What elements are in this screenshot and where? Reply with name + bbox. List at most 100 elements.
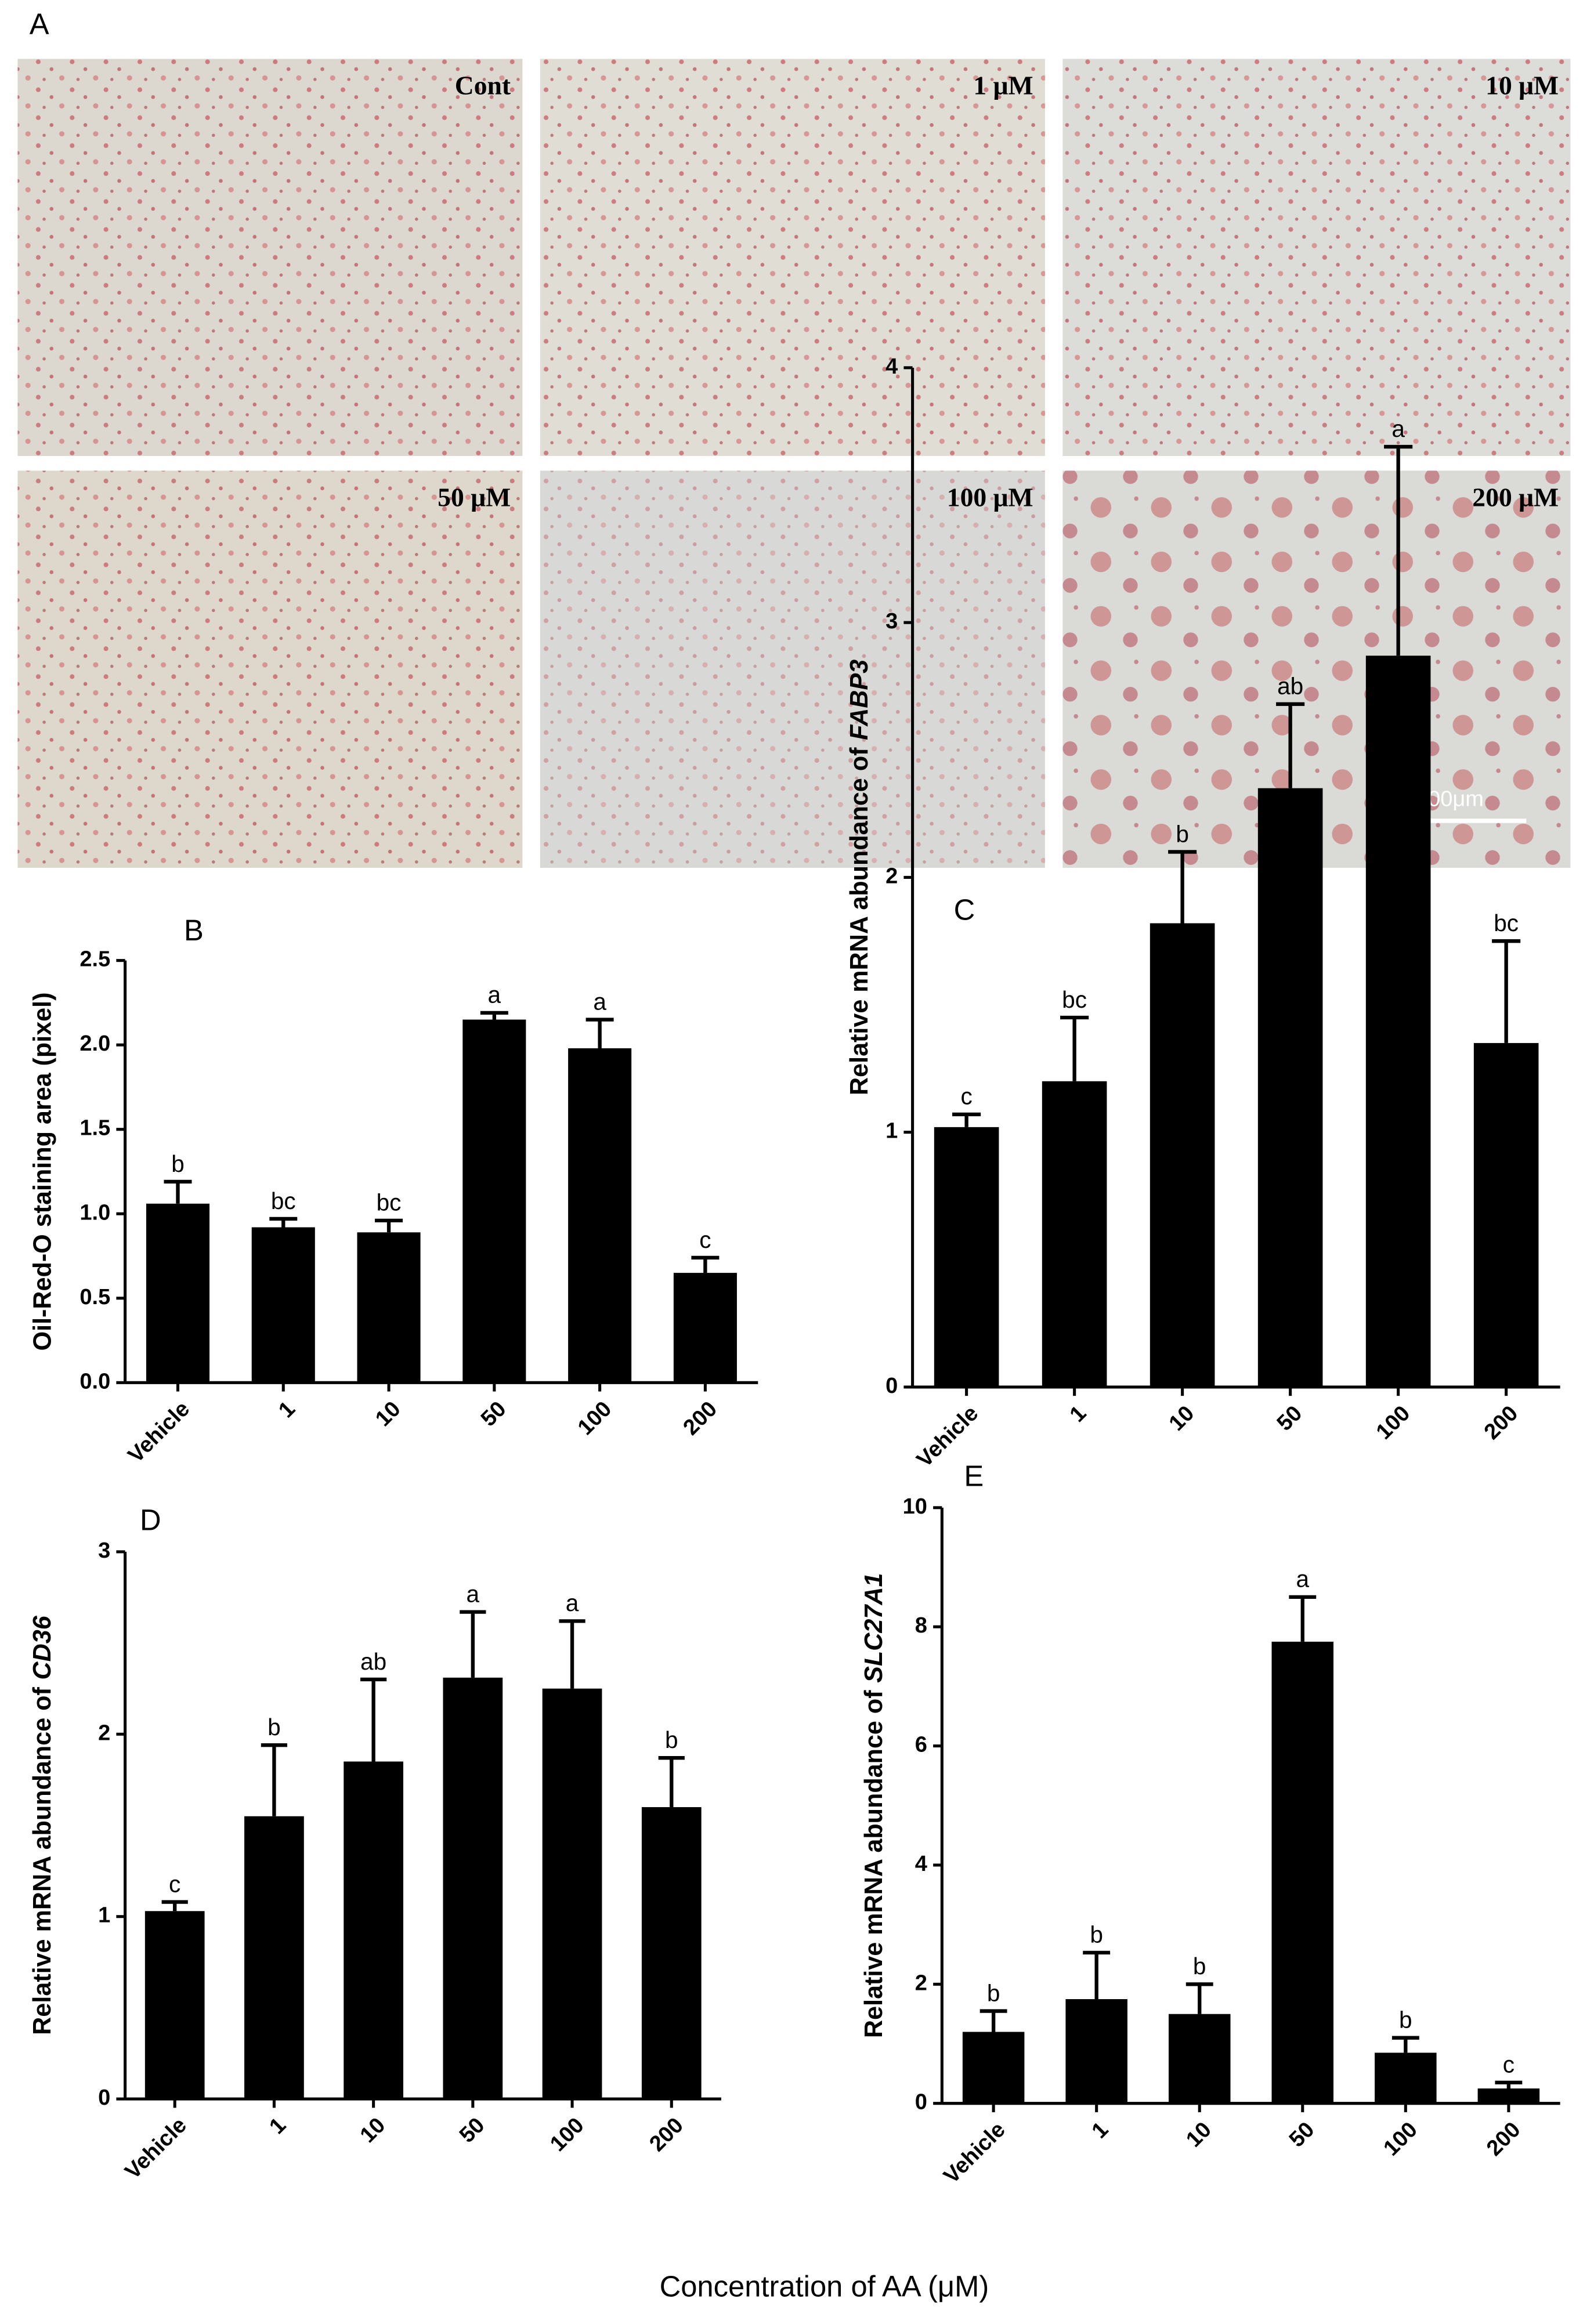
panel-label: C xyxy=(954,893,975,926)
error-bar xyxy=(1276,702,1305,788)
significance-label: a xyxy=(1296,1566,1309,1592)
y-tick-label: 0.0 xyxy=(79,1369,110,1393)
panel-a: A xyxy=(30,8,49,41)
significance-label: a xyxy=(1391,415,1405,442)
bar xyxy=(568,1048,632,1383)
x-tick-label: Vehicle xyxy=(121,2113,191,2184)
x-tick-label: 1 xyxy=(265,2113,291,2139)
x-tick-label: Vehicle xyxy=(939,2117,1010,2188)
bar xyxy=(251,1227,315,1383)
y-tick-label: 0.5 xyxy=(79,1285,110,1309)
bar xyxy=(244,1816,304,2099)
y-tick-label: 2 xyxy=(98,1721,110,1745)
error-bar xyxy=(164,1179,192,1204)
x-tick-label: 10 xyxy=(1165,1401,1199,1436)
micrograph-stain xyxy=(540,470,1045,868)
y-tick-label: 1.5 xyxy=(79,1116,110,1141)
x-axis-title: Concentration of AA (μM) xyxy=(660,2270,989,2303)
y-axis-title: Relative mRNA abundance of FABP3 xyxy=(845,660,873,1095)
significance-label: bc xyxy=(377,1189,402,1216)
x-tick-label: 100 xyxy=(545,2113,589,2156)
x-tick-label: 10 xyxy=(356,2113,391,2148)
bar xyxy=(462,1019,526,1383)
y-axis-title-text: Relative mRNA abundance of xyxy=(861,1690,888,2038)
significance-label: a xyxy=(566,1590,579,1616)
bar xyxy=(1477,2088,1540,2104)
y-axis-title: Oil-Red-O staining area (pixel) xyxy=(28,993,56,1351)
bar xyxy=(673,1273,737,1383)
y-axis-title: Relative mRNA abundance of CD36 xyxy=(28,1615,56,2035)
bar xyxy=(357,1232,421,1383)
bar xyxy=(1365,656,1431,1387)
error-bar xyxy=(1492,939,1521,1043)
significance-label: b xyxy=(1090,1921,1103,1948)
micrograph: Cont xyxy=(17,59,523,456)
bar-chart: D Relative mRNA abundance of CD36 0 1 2 3 Vehic… xyxy=(28,1504,721,2184)
significance-label: c xyxy=(960,1083,972,1110)
error-bar xyxy=(1289,1595,1317,1642)
bar xyxy=(1042,1081,1107,1387)
y-axis-title-text: Relative mRNA abundance of xyxy=(845,747,873,1095)
significance-label: b xyxy=(1399,2007,1412,2033)
bar xyxy=(1473,1042,1539,1387)
bar xyxy=(542,1688,602,2099)
micrograph-stain xyxy=(17,59,523,456)
significance-label: c xyxy=(699,1226,711,1253)
significance-label: b xyxy=(987,1979,1000,2006)
significance-label: ab xyxy=(360,1648,386,1675)
bar xyxy=(934,1127,999,1387)
micrograph: 50 μM xyxy=(17,470,523,868)
error-bar xyxy=(161,1900,188,1912)
y-tick-label: 2.5 xyxy=(79,947,110,972)
panel-label: D xyxy=(140,1504,161,1537)
micrograph-stain xyxy=(17,470,523,868)
y-tick-label: 4 xyxy=(885,354,898,379)
x-tick-label: 1 xyxy=(1065,1401,1091,1427)
error-bar xyxy=(658,1755,685,1808)
significance-label: bc xyxy=(271,1188,296,1214)
bar-chart: E Relative mRNA abundance of SLC27A1 0 2 4 6 8 1… xyxy=(861,1460,1560,2188)
micrograph-label: 1 μM xyxy=(973,71,1033,100)
x-tick-label: 1 xyxy=(274,1397,300,1423)
bar xyxy=(1168,2014,1231,2104)
x-tick-label: 100 xyxy=(1372,1401,1415,1445)
significance-label: bc xyxy=(1062,986,1087,1013)
x-tick-label: 200 xyxy=(645,2113,688,2156)
significance-label: a xyxy=(467,1580,480,1607)
error-bar xyxy=(1384,444,1413,656)
y-tick-label: 3 xyxy=(885,609,898,634)
significance-label: bc xyxy=(1494,910,1519,936)
panel-label: B xyxy=(184,914,204,947)
micrograph-stain xyxy=(1062,59,1571,456)
bar xyxy=(344,1761,403,2099)
error-bar xyxy=(480,1011,508,1020)
significance-label: b xyxy=(268,1714,281,1740)
y-tick-label: 10 xyxy=(903,1494,927,1519)
x-tick-label: 200 xyxy=(679,1397,722,1440)
y-tick-label: 2 xyxy=(915,1971,927,1995)
error-bar xyxy=(1495,2080,1523,2089)
error-bar xyxy=(1083,1950,1111,1999)
micrograph-label: 50 μM xyxy=(438,483,511,512)
x-tick-label: 50 xyxy=(476,1397,511,1432)
x-tick-label: 100 xyxy=(1379,2117,1422,2161)
significance-label: b xyxy=(171,1150,185,1177)
error-bar xyxy=(460,1610,486,1678)
error-bar xyxy=(559,1619,585,1689)
micrograph: 10 μM xyxy=(1062,59,1571,456)
significance-label: c xyxy=(1503,2051,1515,2078)
error-bar xyxy=(261,1743,288,1816)
x-tick-label: 50 xyxy=(455,2113,490,2148)
bar xyxy=(1375,2052,1437,2104)
y-tick-label: 2 xyxy=(885,864,898,888)
panel-label: A xyxy=(30,8,49,41)
bar xyxy=(146,1203,210,1383)
micrograph: 100 μM xyxy=(540,470,1045,868)
y-tick-label: 8 xyxy=(915,1613,927,1638)
y-tick-label: 1 xyxy=(885,1119,898,1143)
error-bar xyxy=(1391,2036,1419,2053)
error-bar xyxy=(269,1217,298,1228)
bar xyxy=(1271,1641,1334,2104)
